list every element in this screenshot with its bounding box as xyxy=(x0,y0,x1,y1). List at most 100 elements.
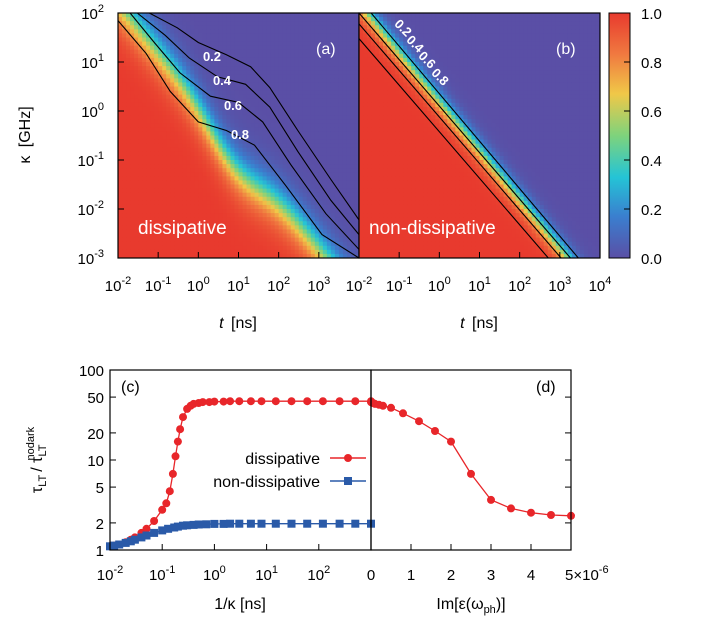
heat-cell xyxy=(118,147,123,153)
heat-cell xyxy=(258,70,264,75)
heat-cell xyxy=(367,249,372,255)
heat-cell xyxy=(174,62,179,67)
heat-cell xyxy=(314,233,320,239)
heat-cell xyxy=(278,213,284,218)
heat-cell xyxy=(274,131,280,137)
heat-cell xyxy=(286,209,292,214)
heat-cell xyxy=(122,41,127,47)
heat-cell xyxy=(359,249,364,255)
heat-cell xyxy=(254,249,260,255)
heat-cell xyxy=(334,147,340,153)
heat-cell xyxy=(443,94,448,100)
heat-cell xyxy=(431,82,436,88)
heat-cell xyxy=(290,253,296,258)
heat-cell xyxy=(330,21,336,26)
heat-cell xyxy=(298,225,304,231)
heat-cell xyxy=(290,17,296,22)
heat-cell xyxy=(310,253,316,258)
heat-cell xyxy=(130,209,135,214)
heat-cell xyxy=(338,57,344,63)
heat-cell xyxy=(443,41,448,47)
heat-cell xyxy=(170,131,175,137)
heat-cell xyxy=(346,86,352,92)
heat-cell xyxy=(391,168,396,173)
heat-cell xyxy=(222,249,228,255)
heat-cell xyxy=(423,102,428,108)
heat-cell xyxy=(202,253,207,258)
heat-cell xyxy=(306,62,312,67)
heat-cell xyxy=(122,57,127,63)
heat-cell xyxy=(399,45,404,51)
heat-cell xyxy=(334,229,340,235)
heat-cell xyxy=(415,143,420,149)
heat-cell xyxy=(391,184,396,190)
heat-cell xyxy=(330,192,336,198)
heat-cell xyxy=(190,90,195,96)
heat-cell xyxy=(310,155,316,161)
heat-cell xyxy=(415,102,420,108)
heat-cell xyxy=(290,94,296,100)
heat-cell xyxy=(342,21,348,26)
heat-cell xyxy=(146,119,151,124)
heat-cell xyxy=(399,160,404,165)
heat-cell xyxy=(407,37,412,43)
heat-cell xyxy=(210,172,215,177)
heat-cell xyxy=(423,204,428,210)
heat-cell xyxy=(383,245,388,251)
heat-cell xyxy=(427,13,432,18)
heat-cell xyxy=(198,123,203,128)
heat-cell xyxy=(130,245,135,251)
heat-cell xyxy=(443,17,448,22)
heat-cell xyxy=(399,155,404,161)
heat-cell xyxy=(122,225,127,231)
heat-cell xyxy=(178,29,183,35)
heat-cell xyxy=(427,123,432,128)
heat-cell xyxy=(298,135,304,141)
heat-cell xyxy=(298,217,304,222)
heat-cell xyxy=(330,253,336,258)
heat-cell xyxy=(419,164,424,169)
heat-cell xyxy=(447,86,452,92)
heat-cell xyxy=(166,253,171,258)
heat-cell xyxy=(234,62,240,67)
heat-cell xyxy=(354,139,359,145)
heat-cell xyxy=(150,119,155,124)
heat-cell xyxy=(258,245,264,251)
heat-cell xyxy=(202,78,207,84)
heat-cell xyxy=(222,53,228,59)
heat-cell xyxy=(290,221,296,226)
heat-cell xyxy=(342,192,348,198)
heat-cell xyxy=(395,86,400,92)
heat-cell xyxy=(238,213,244,218)
heat-cell xyxy=(174,86,179,92)
heat-cell xyxy=(302,147,308,153)
heat-cell xyxy=(194,172,199,177)
heat-cell xyxy=(310,221,316,226)
heat-cell xyxy=(326,213,332,218)
heat-cell xyxy=(391,53,396,59)
heat-cell xyxy=(186,25,191,30)
heat-cell xyxy=(182,70,187,75)
heat-cell xyxy=(363,151,368,157)
heat-cell xyxy=(387,155,392,161)
heat-cell xyxy=(435,53,440,59)
heat-cell xyxy=(439,237,444,243)
heat-cell xyxy=(254,213,260,218)
heat-cell xyxy=(130,106,135,112)
heat-cell xyxy=(170,98,175,104)
heat-cell xyxy=(218,119,224,124)
heat-cell xyxy=(266,106,272,112)
heat-cell xyxy=(118,237,123,243)
heat-cell xyxy=(118,221,123,226)
heat-cell xyxy=(439,29,444,35)
heat-cell xyxy=(338,143,344,149)
heat-cell xyxy=(375,253,380,258)
heat-cell xyxy=(238,155,244,161)
heat-cell xyxy=(238,147,244,153)
heat-cell xyxy=(290,143,296,149)
heat-cell xyxy=(190,151,195,157)
heat-cell xyxy=(423,233,428,239)
heat-cell xyxy=(407,213,412,218)
heat-cell xyxy=(198,245,203,251)
heat-cell xyxy=(435,188,440,194)
